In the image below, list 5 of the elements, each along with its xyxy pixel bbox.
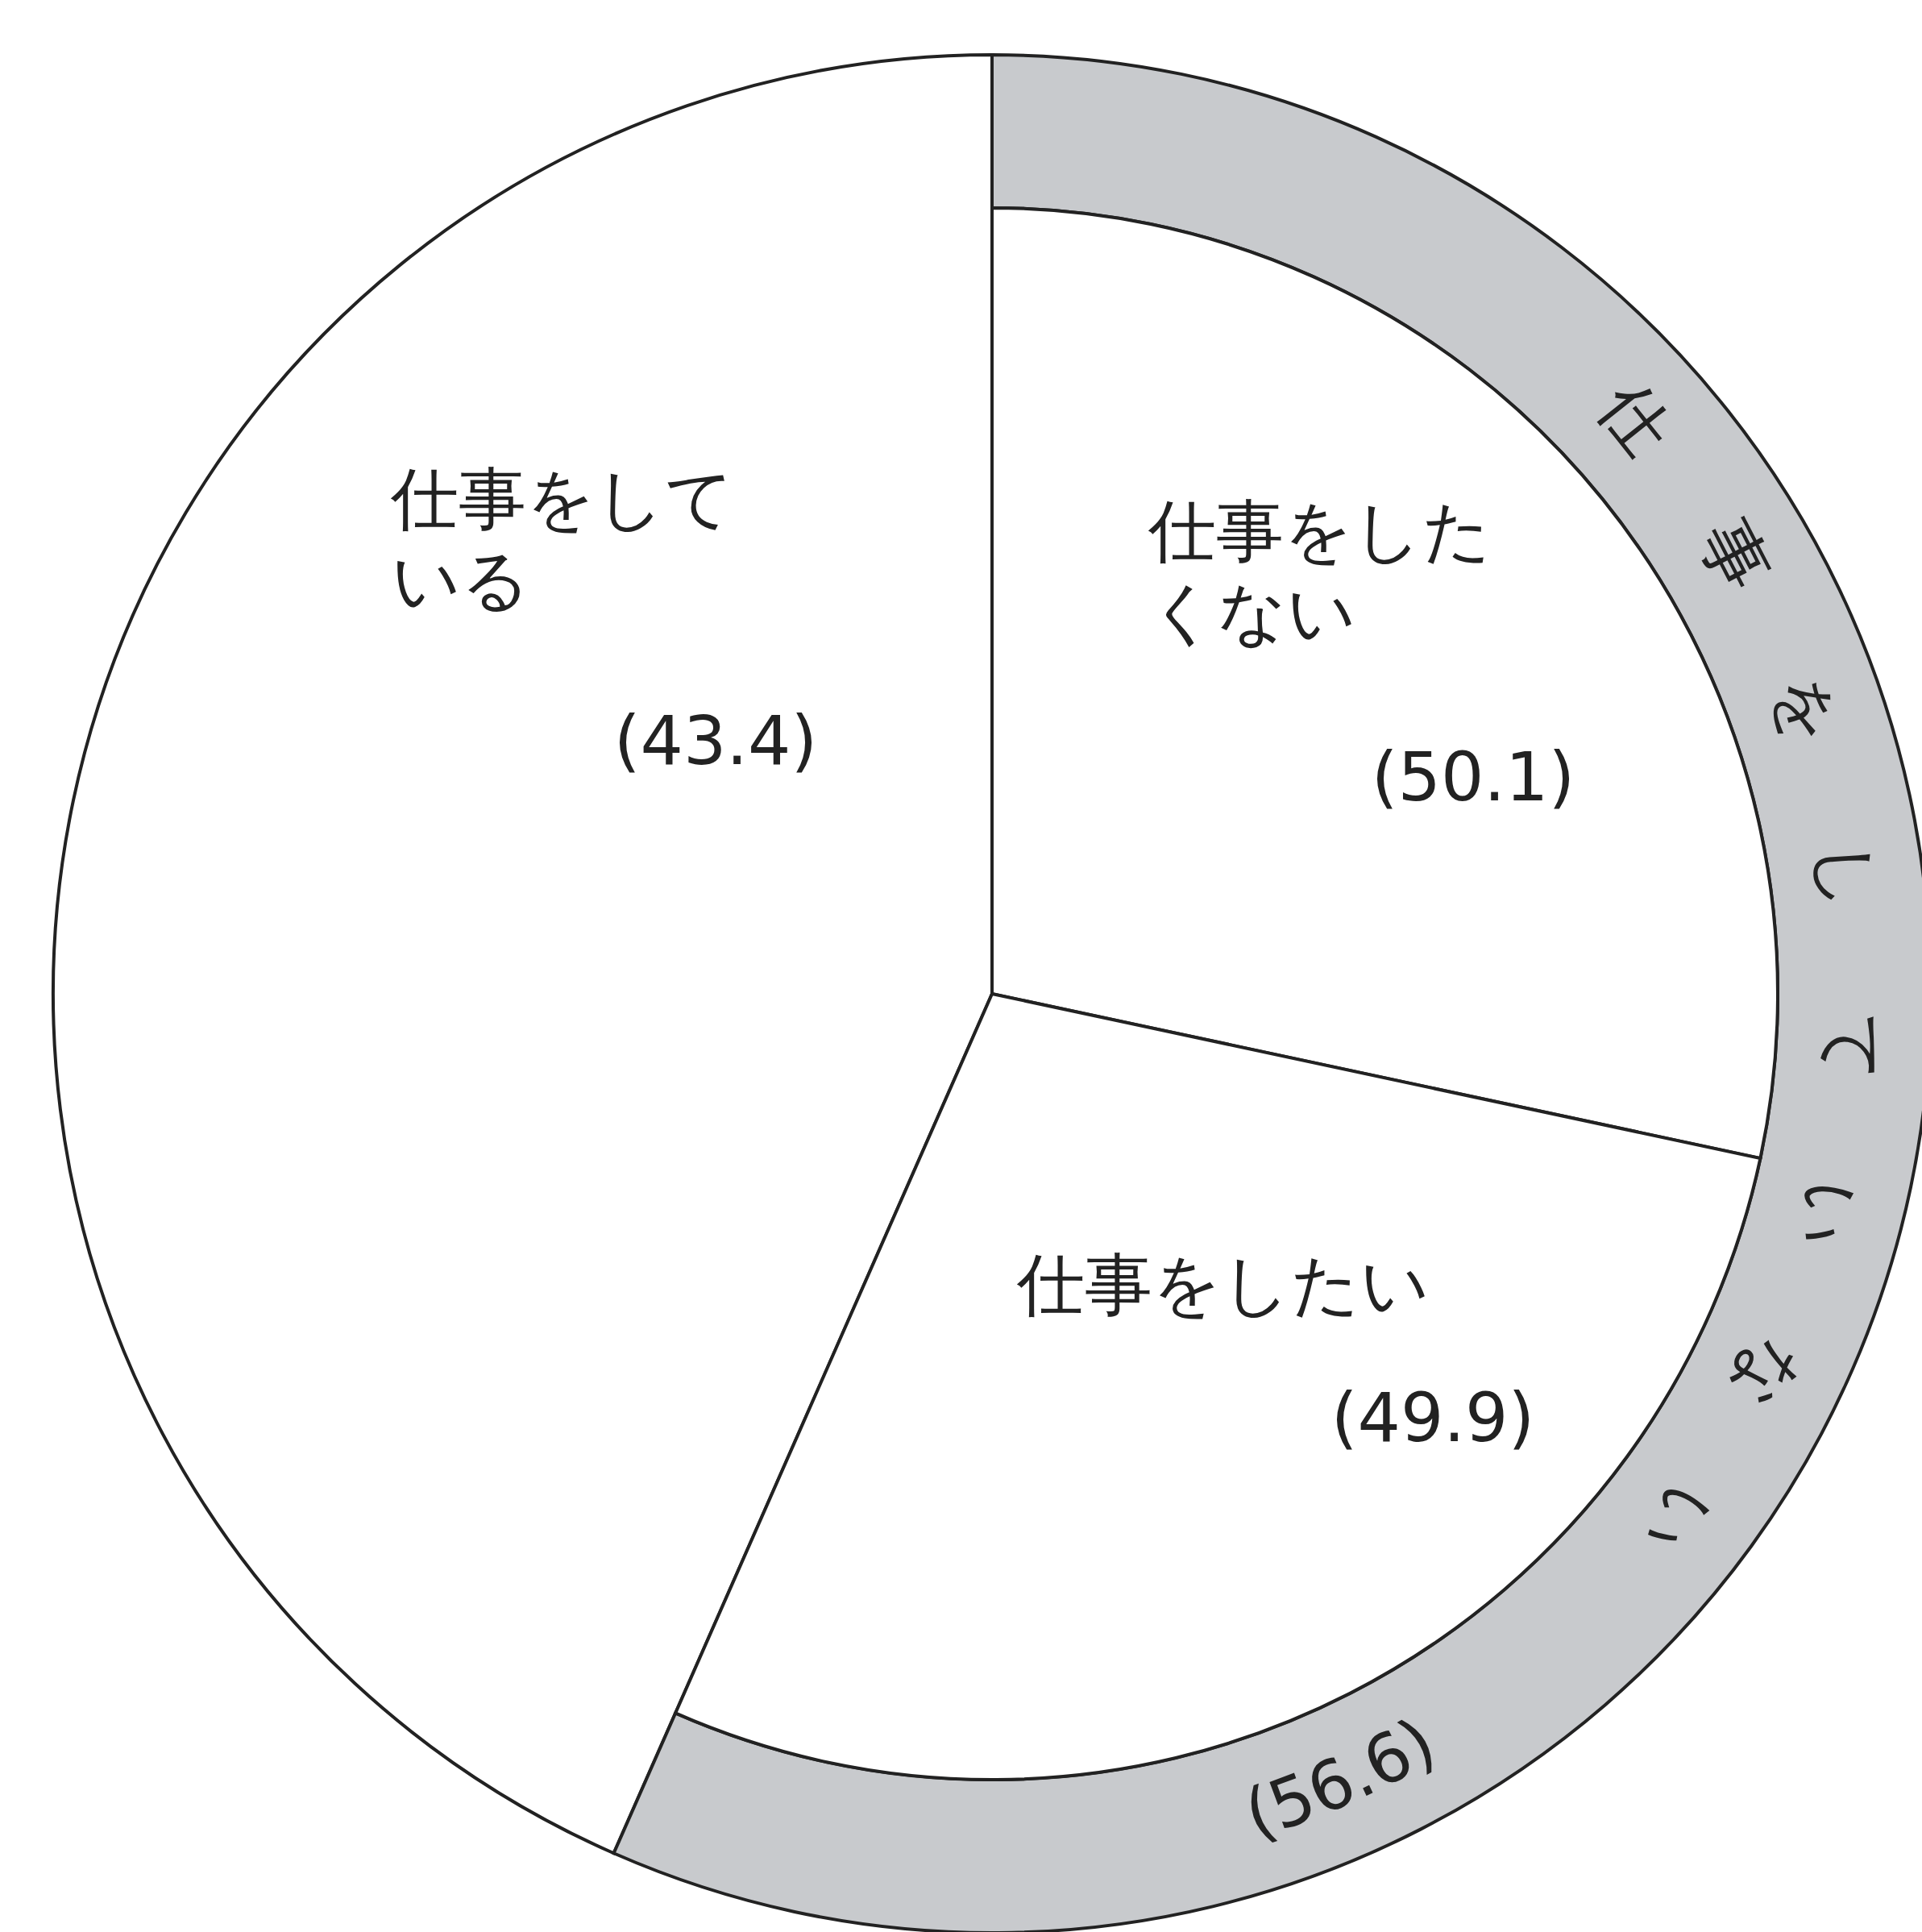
slice-label: 仕事をしたくない xyxy=(1148,492,1492,652)
slice-label: 仕事をしたい xyxy=(1016,1245,1430,1324)
data-label: (43.4) xyxy=(613,701,818,780)
slice-label: 仕事をしている xyxy=(390,459,734,620)
data-label: (49.9) xyxy=(1330,1378,1535,1457)
